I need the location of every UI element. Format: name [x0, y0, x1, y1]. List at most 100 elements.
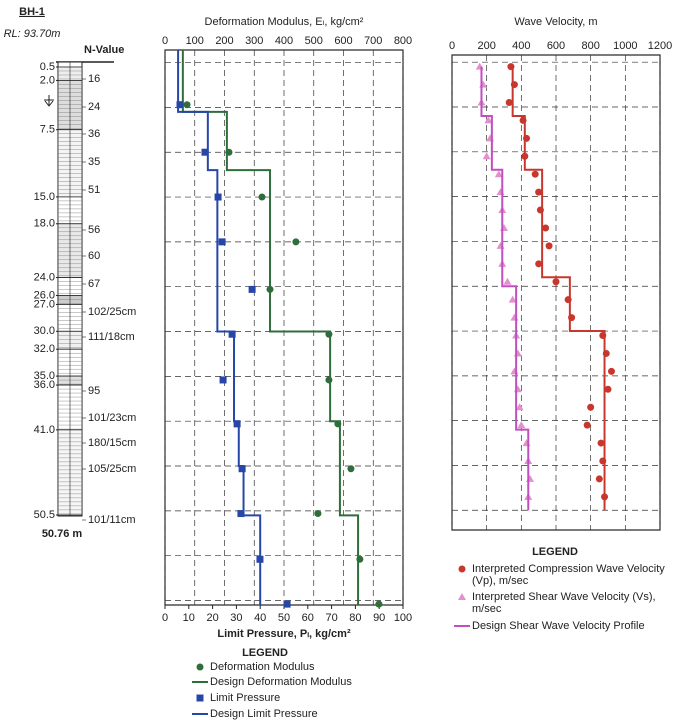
legend-label: Interpreted Compression Wave Velocity (V…	[472, 563, 687, 587]
x-tick-label: 500	[305, 35, 323, 47]
x-tick-label: 800	[394, 35, 412, 47]
x-tick-label: 400	[512, 40, 530, 52]
n-value: 67	[88, 278, 100, 290]
depth-label: 15.0	[34, 191, 55, 203]
x-tick-label: 600	[547, 40, 565, 52]
depth-label: 2.0	[40, 74, 55, 86]
x2-tick-label: 100	[394, 612, 412, 624]
x-tick-label: 0	[162, 35, 168, 47]
legend-label: Limit Pressure	[210, 692, 410, 704]
depth-label: 7.5	[40, 124, 55, 136]
n-value: 56	[88, 224, 100, 236]
n-value: 60	[88, 250, 100, 262]
legend-label: Design Limit Pressure	[210, 708, 410, 720]
data-point	[375, 601, 382, 608]
legend-title: LEGEND	[532, 546, 578, 558]
figure: BH-1 RL: 93.70m N-Value 50.76 m 0.52.0 7.…	[0, 0, 690, 723]
data-point	[184, 101, 191, 108]
n-value: 51	[88, 184, 100, 196]
data-point	[605, 386, 612, 393]
data-point	[596, 475, 603, 482]
chart-title: Wave Velocity, m	[514, 16, 597, 28]
x-tick-label: 400	[275, 35, 293, 47]
data-point	[249, 286, 256, 293]
legend-label: Interpreted Shear Wave Velocity (Vs), m/…	[472, 591, 687, 615]
x-tick-label: 700	[364, 35, 382, 47]
data-point	[542, 224, 549, 231]
data-point	[292, 238, 299, 245]
borehole-title: BH-1	[19, 6, 45, 18]
data-point	[546, 242, 553, 249]
x-tick-label: 200	[215, 35, 233, 47]
n-value: 16	[88, 73, 100, 85]
x2-tick-label: 10	[183, 612, 195, 624]
n-value: 35	[88, 156, 100, 168]
data-point	[587, 404, 594, 411]
data-point	[506, 99, 513, 106]
n-value: 101/23cm	[88, 412, 136, 424]
data-point	[584, 422, 591, 429]
legend-symbol	[197, 664, 204, 671]
x-tick-label: 300	[245, 35, 263, 47]
x-tick-label: 0	[449, 40, 455, 52]
n-value: 24	[88, 101, 100, 113]
x-tick-label: 600	[334, 35, 352, 47]
depth-label: 50.5	[34, 509, 55, 521]
x-tick-label: 800	[581, 40, 599, 52]
data-point	[608, 368, 615, 375]
legend-label: Design Shear Wave Velocity Profile	[472, 620, 687, 632]
depth-label: 32.0	[34, 343, 55, 355]
x2-axis-label: Limit Pressure, Pₗ, kg/cm²	[217, 628, 351, 640]
n-value: 105/25cm	[88, 463, 136, 475]
n-value: 36	[88, 128, 100, 140]
n-value: 102/25cm	[88, 306, 136, 318]
x2-tick-label: 40	[254, 612, 266, 624]
total-depth: 50.76 m	[42, 528, 83, 540]
data-point	[532, 171, 539, 178]
data-point	[347, 465, 354, 472]
n-value: 111/18cm	[88, 331, 135, 343]
depth-label: 18.0	[34, 218, 55, 230]
x2-tick-label: 70	[325, 612, 337, 624]
x-tick-label: 1200	[648, 40, 672, 52]
depth-label: 41.0	[34, 424, 55, 436]
chart-title: Deformation Modulus, Eₗ, kg/cm²	[205, 16, 364, 28]
data-point	[314, 510, 321, 517]
x2-tick-label: 30	[230, 612, 242, 624]
legend-label: Deformation Modulus	[210, 661, 410, 673]
x-tick-label: 200	[477, 40, 495, 52]
legend-symbol	[458, 593, 466, 600]
depth-label: 30.0	[34, 325, 55, 337]
data-point	[284, 601, 291, 608]
data-point	[598, 440, 605, 447]
legend-label: Design Deformation Modulus	[210, 676, 410, 688]
depth-label: 0.5	[40, 61, 55, 73]
x2-tick-label: 20	[206, 612, 218, 624]
x2-tick-label: 50	[278, 612, 290, 624]
depth-label: 27.0	[34, 298, 55, 310]
x2-tick-label: 80	[349, 612, 361, 624]
data-point	[220, 376, 227, 383]
depth-label: 36.0	[34, 379, 55, 391]
data-point	[553, 278, 560, 285]
x2-tick-label: 0	[162, 612, 168, 624]
n-value: 95	[88, 385, 100, 397]
n-value: 180/15cm	[88, 437, 136, 449]
x2-tick-label: 60	[302, 612, 314, 624]
depth-label: 24.0	[34, 271, 55, 283]
data-point	[325, 376, 332, 383]
n-value-header: N-Value	[84, 44, 124, 56]
x2-tick-label: 90	[373, 612, 385, 624]
n-value: 101/11cm	[88, 514, 136, 526]
legend-title: LEGEND	[242, 647, 288, 659]
water-table-symbol	[44, 95, 54, 106]
data-point	[219, 238, 226, 245]
x-tick-label: 100	[186, 35, 204, 47]
data-point	[535, 260, 542, 267]
data-point	[258, 194, 265, 201]
x-tick-label: 1000	[613, 40, 637, 52]
legend-symbol	[459, 566, 466, 573]
legend-symbol	[197, 695, 204, 702]
data-point	[535, 189, 542, 196]
borehole-rl: RL: 93.70m	[4, 28, 61, 40]
